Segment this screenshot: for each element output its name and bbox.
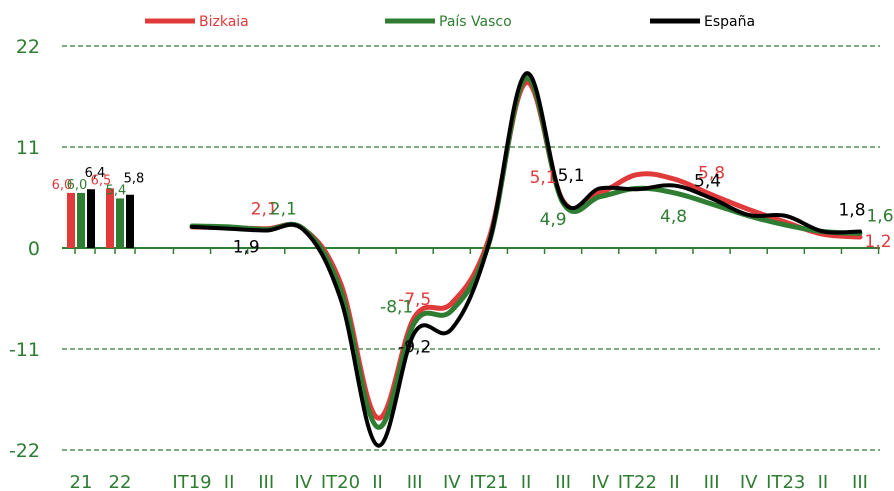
- bar-bizkaia: [67, 192, 75, 248]
- data-label: 4,8: [660, 207, 687, 227]
- data-label: 2,1: [251, 200, 278, 220]
- x-tick-label: III: [258, 472, 274, 491]
- y-tick-label: -22: [9, 440, 40, 462]
- bar-país-vasco: [116, 198, 124, 248]
- bar-bizkaia: [106, 188, 114, 248]
- bar-españa: [87, 189, 95, 248]
- x-tick-label: II: [818, 472, 829, 491]
- bar-data-label: 6,0: [52, 178, 73, 193]
- y-tick-label: 0: [28, 238, 40, 260]
- x-tick-label: IV: [591, 472, 609, 491]
- x-tick-label: III: [704, 472, 720, 491]
- x-tick-label: III: [555, 472, 571, 491]
- x-tick-label: IV: [443, 472, 461, 491]
- data-label: -9,2: [398, 337, 431, 357]
- x-tick-label-annual: 22: [109, 472, 132, 491]
- line-país-vasco: [189, 75, 863, 430]
- bar-data-label: 5,8: [124, 172, 145, 187]
- legend-label: España: [704, 14, 755, 30]
- data-label: 5,1: [558, 166, 585, 186]
- line-bizkaia: [189, 80, 863, 421]
- x-tick-label: III: [852, 472, 868, 491]
- x-tick-label: IT23: [766, 472, 805, 491]
- x-tick-label: IV: [295, 472, 313, 491]
- x-tick-label-annual: 21: [70, 472, 93, 491]
- data-label: 5,8: [698, 164, 725, 184]
- bar-data-label: 6,4: [85, 166, 106, 181]
- x-tick-label: II: [521, 472, 532, 491]
- y-tick-label: -11: [9, 339, 40, 361]
- data-label: 1,9: [233, 238, 260, 258]
- x-tick-label: IT20: [321, 472, 360, 491]
- x-tick-label: IT21: [469, 472, 508, 491]
- line-españa: [190, 71, 862, 448]
- x-tick-label: II: [224, 472, 235, 491]
- data-label: -8,1: [380, 297, 413, 317]
- y-tick-label: 22: [16, 36, 40, 58]
- x-tick-label: IV: [740, 472, 758, 491]
- data-label: 1,8: [838, 200, 865, 220]
- data-label: 4,9: [540, 210, 567, 230]
- x-tick-label: II: [372, 472, 383, 491]
- x-tick-label: IT22: [618, 472, 657, 491]
- legend-label: País Vasco: [439, 14, 512, 30]
- bar-data-label: 5,4: [106, 183, 127, 198]
- x-tick-label: IT19: [172, 472, 211, 491]
- bar-país-vasco: [77, 192, 85, 248]
- bar-data-label: 6,0: [67, 178, 88, 193]
- x-tick-label: III: [407, 472, 423, 491]
- data-label: 5,1: [530, 168, 557, 188]
- x-tick-label: II: [669, 472, 680, 491]
- data-label: -7,5: [398, 290, 431, 310]
- data-label: 5,4: [694, 171, 721, 191]
- y-tick-label: 11: [16, 137, 40, 159]
- legend-label: Bizkaia: [199, 14, 249, 30]
- data-label: 1,2: [864, 232, 891, 252]
- data-label: 2,1: [270, 200, 297, 220]
- bar-españa: [126, 194, 134, 248]
- data-label: 1,6: [866, 206, 893, 226]
- bar-data-label: 6,5: [91, 173, 112, 188]
